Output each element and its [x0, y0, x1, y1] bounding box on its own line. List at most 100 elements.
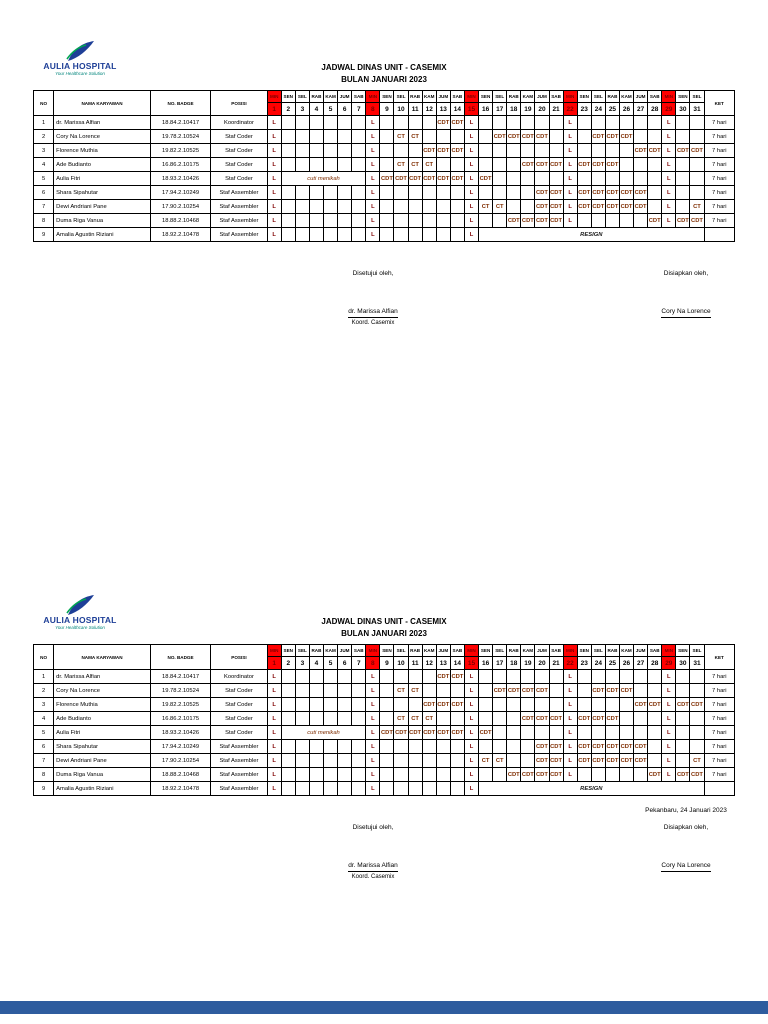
- schedule-day-cell: [647, 185, 663, 200]
- schedule-day-cell: [520, 725, 536, 740]
- employee-row: 8 Duma Riga Vanua 18.88.2.10468 Staf Assemb…: [32, 213, 736, 228]
- schedule-day-cell: [633, 725, 649, 740]
- schedule-day-cell: CDT: [407, 725, 423, 740]
- schedule-day-cell: [633, 129, 649, 144]
- day-number-header: 16: [478, 656, 494, 670]
- approved-name: dr. Marissa Alfian: [348, 862, 398, 872]
- schedule-day-cell: CDT: [689, 213, 705, 228]
- day-number-header: 1: [266, 102, 282, 116]
- schedule-day-cell: L: [266, 739, 282, 754]
- schedule-day-cell: CDT: [393, 171, 409, 186]
- schedule-day-cell: [576, 725, 592, 740]
- schedule-day-cell: [435, 199, 451, 214]
- schedule-day-cell: [379, 199, 395, 214]
- schedule-day-cell: [492, 115, 508, 130]
- employee-row: 4 Ade Budianto 16.86.2.10175 Staf Coder L L CT…: [32, 157, 736, 172]
- schedule-day-cell: [294, 697, 310, 712]
- schedule-day-cell: [534, 669, 550, 684]
- row-number-cell: 3: [32, 697, 55, 712]
- schedule-day-cell: [478, 157, 494, 172]
- schedule-day-cell: L: [661, 143, 677, 158]
- schedule-day-cell: CDT: [633, 185, 649, 200]
- schedule-day-cell: L: [562, 725, 578, 740]
- schedule-day-cell: [449, 767, 465, 782]
- table-head: NO NAMA KARYAWAN NO. BADGE POSISI MIN SEN SEL R…: [32, 644, 736, 670]
- schedule-day-cell: [351, 157, 367, 172]
- day-name-header: MIN: [266, 90, 282, 103]
- schedule-day-cell: CDT: [576, 739, 592, 754]
- schedule-day-cell: [379, 781, 395, 796]
- schedule-day-cell: CDT: [618, 129, 635, 144]
- schedule-day-cell: [308, 767, 325, 782]
- schedule-day-cell: [520, 143, 536, 158]
- schedule-day-cell: [308, 669, 325, 684]
- position-cell: Staf Coder: [210, 697, 268, 712]
- employee-name-cell: Cory Na Lorence: [53, 129, 151, 144]
- schedule-day-cell: [294, 157, 310, 172]
- schedule-day-cell: L: [562, 129, 578, 144]
- day-number-header: 27: [633, 656, 649, 670]
- schedule-day-cell: [506, 115, 522, 130]
- row-number-cell: 3: [32, 143, 55, 158]
- schedule-day-cell: [421, 669, 437, 684]
- day-name-header: SEL: [393, 90, 409, 103]
- schedule-day-cell: L: [365, 115, 381, 130]
- schedule-day-cell: [379, 753, 395, 768]
- schedule-day-cell: L: [266, 711, 282, 726]
- schedule-day-cell: CDT: [618, 185, 635, 200]
- schedule-day-cell: L: [266, 669, 282, 684]
- schedule-day-cell: [506, 143, 522, 158]
- schedule-day-cell: [351, 669, 367, 684]
- badge-cell: 17.90.2.10254: [149, 753, 212, 768]
- schedule-day-cell: [421, 115, 437, 130]
- row-number-cell: 5: [32, 725, 55, 740]
- schedule-day-cell: [323, 213, 339, 228]
- day-name-header: MIN: [365, 90, 381, 103]
- employee-name-cell: Dewi Andriani Pane: [53, 199, 151, 214]
- schedule-day-cell: L: [562, 115, 578, 130]
- schedule-day-cell: [337, 739, 353, 754]
- day-name-header: KAM: [618, 90, 635, 103]
- row-number-cell: 4: [32, 157, 55, 172]
- schedule-day-cell: [351, 129, 367, 144]
- day-number-header: 29: [661, 102, 677, 116]
- ket-cell: 7 hari: [703, 143, 736, 158]
- titles: JADWAL DINAS UNIT - CASEMIX BULAN JANUAR…: [33, 592, 735, 640]
- resign-cell: RESIGN: [478, 781, 705, 796]
- schedule-day-cell: [337, 767, 353, 782]
- schedule-day-cell: CDT: [633, 199, 649, 214]
- schedule-day-cell: [633, 767, 649, 782]
- employee-name-cell: Aulia Fitri: [53, 725, 151, 740]
- schedule-day-cell: [534, 171, 550, 186]
- day-name-header: RAB: [407, 644, 423, 657]
- schedule-day-cell: [576, 143, 592, 158]
- schedule-day-cell: L: [463, 711, 480, 726]
- schedule-day-cell: CDT: [604, 711, 620, 726]
- badge-cell: 18.93.2.10426: [149, 171, 212, 186]
- prepared-name-wrap: Cory Na Lorence: [636, 308, 736, 318]
- schedule-day-cell: [520, 115, 536, 130]
- schedule-day-cell: [604, 767, 620, 782]
- schedule-day-cell: [449, 157, 465, 172]
- schedule-day-cell: CT: [407, 129, 423, 144]
- schedule-day-cell: [294, 683, 310, 698]
- schedule-day-cell: [576, 669, 592, 684]
- badge-cell: 18.92.2.10478: [149, 227, 212, 242]
- schedule-day-cell: [449, 781, 465, 796]
- schedule-day-cell: [294, 129, 310, 144]
- schedule-day-cell: CDT: [548, 199, 564, 214]
- schedule-day-cell: [618, 213, 635, 228]
- schedule-day-cell: [351, 697, 367, 712]
- schedule-day-cell: [407, 697, 423, 712]
- schedule-day-cell: L: [365, 711, 381, 726]
- schedule-day-cell: [689, 739, 705, 754]
- prepared-label: Disiapkan oleh,: [663, 270, 709, 277]
- schedule-day-cell: L: [365, 199, 381, 214]
- schedule-day-cell: [647, 683, 663, 698]
- position-cell: Staf Assembler: [210, 739, 268, 754]
- schedule-day-cell: CDT: [407, 171, 423, 186]
- schedule-day-cell: [520, 669, 536, 684]
- badge-cell: 17.94.2.10249: [149, 185, 212, 200]
- badge-cell: 18.92.2.10478: [149, 781, 212, 796]
- badge-cell: 19.78.2.10524: [149, 683, 212, 698]
